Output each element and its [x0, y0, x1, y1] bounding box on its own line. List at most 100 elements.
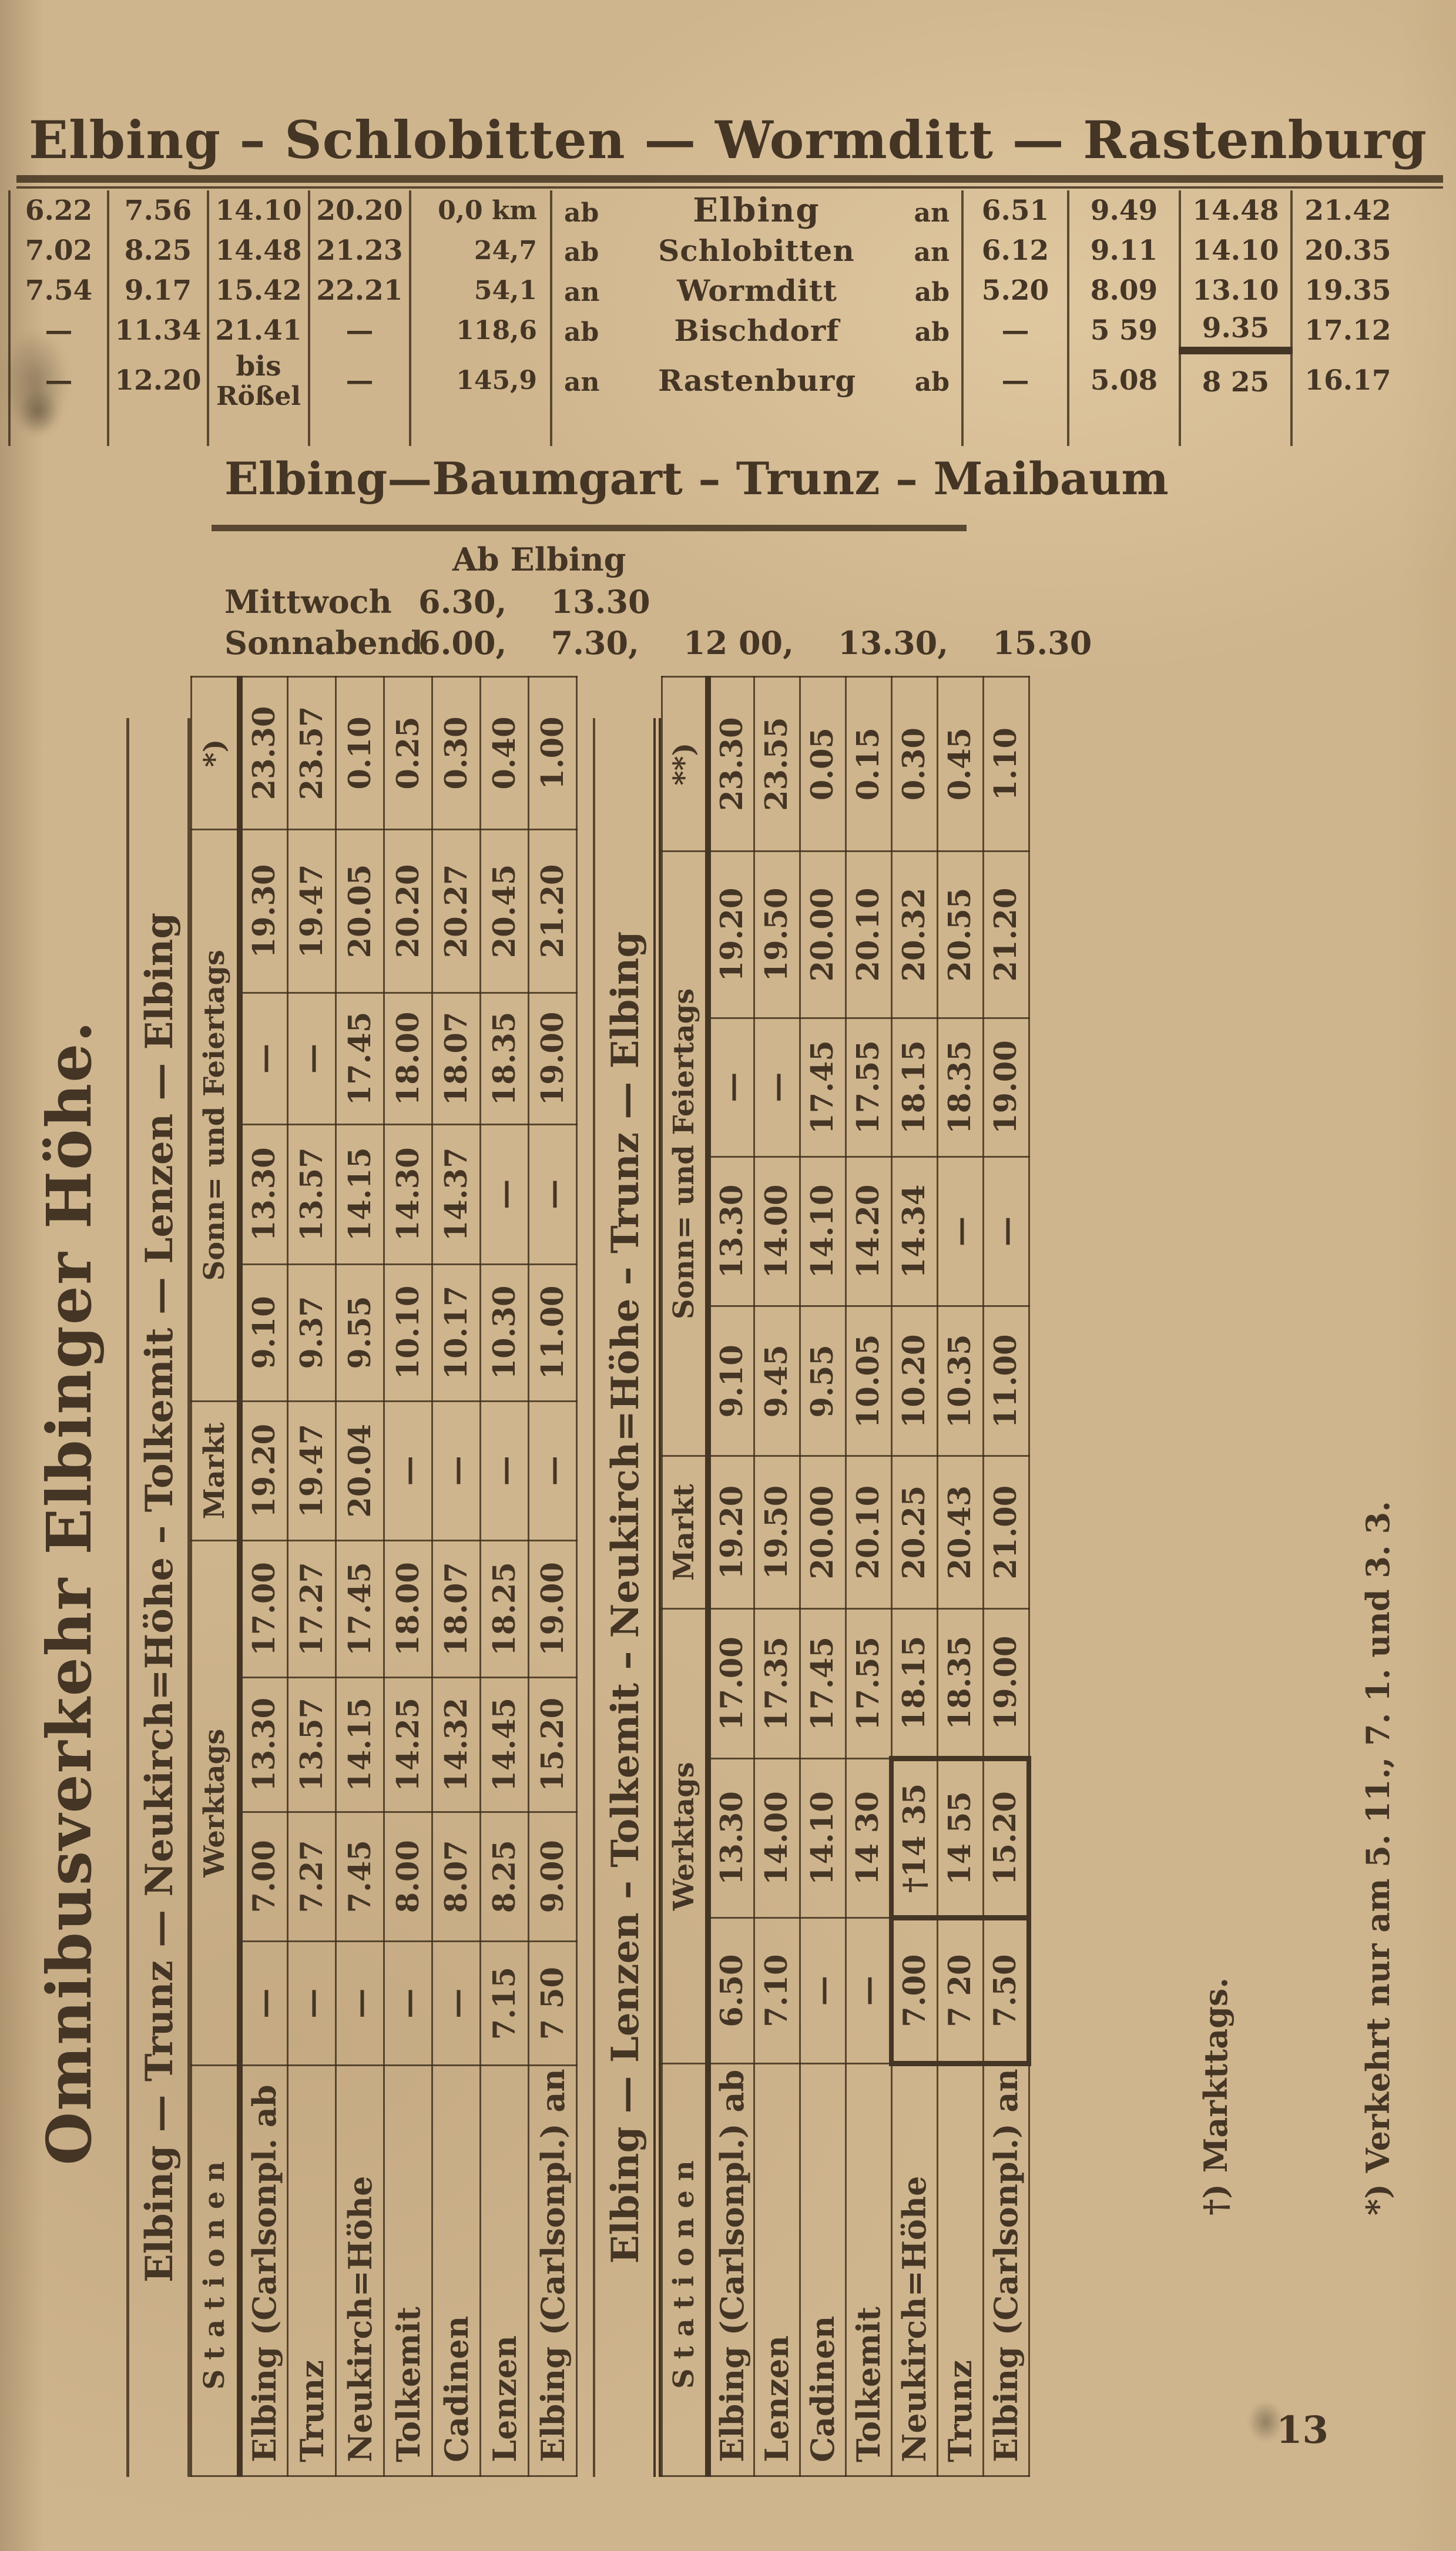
time-cell: —: [754, 1018, 800, 1157]
time-cell: 9.17: [107, 270, 208, 310]
time-cell: 21.20: [983, 851, 1029, 1018]
station-name: Bischdorf: [674, 313, 840, 348]
markt-time-cell: 19.50: [754, 1456, 800, 1609]
station-name: Wormditt: [677, 273, 838, 308]
route-row: — 12.20 bis Rößel — 145,9 an Rastenburg a…: [8, 346, 1403, 411]
time-cell: 13.30: [239, 1124, 288, 1265]
time-cell: 17.35: [754, 1608, 800, 1759]
time-cell: —: [308, 350, 410, 411]
time-cell: 9.49: [1067, 190, 1180, 230]
table1-row: Trunz — 7.27 13.57 17.27 19.47 9.37 13.5…: [287, 676, 336, 2476]
km-cell: 54,1: [409, 270, 551, 310]
time-cell: 14.10: [800, 1758, 846, 1918]
station-name: Elbing: [693, 191, 820, 230]
time-cell: 19.00: [983, 1018, 1029, 1157]
table1-row: Elbing (Carlsonpl.) an 7 50 9.00 15.20 1…: [528, 676, 577, 2476]
time-cell: —: [480, 1124, 529, 1265]
time-cell: 19.50: [754, 851, 800, 1018]
time-cell: 17.00: [239, 1540, 288, 1678]
time-cell: 7.15: [480, 1941, 529, 2066]
late-time-cell: 1.10: [983, 676, 1029, 852]
baumgart-title: Elbing—Baumgart – Trunz – Maibaum: [224, 452, 1169, 505]
time-cell: 10.10: [384, 1264, 432, 1402]
markt-time-cell: 20.43: [937, 1456, 983, 1609]
times-text: 6.30, 13.30: [418, 583, 650, 621]
table2: Stationen Werktags Markt Sonn= und Feier…: [661, 676, 1031, 2477]
time-cell: 19.47: [287, 829, 336, 993]
time-cell: 18.07: [432, 993, 481, 1125]
time-cell: 9.11: [1067, 230, 1180, 270]
dep-label: an: [564, 277, 600, 307]
station-cell: Elbing (Carlsonpl. ab: [239, 2065, 288, 2476]
table1-body: Elbing (Carlsonpl. ab — 7.00 13.30 17.00…: [239, 676, 577, 2476]
time-cell: 19.00: [983, 1608, 1029, 1759]
time-cell: 7.00: [891, 1918, 937, 2064]
late-time-cell: 0.15: [846, 676, 891, 852]
km-cell: 0,0 km: [409, 190, 551, 230]
time-cell: 18.35: [937, 1608, 983, 1759]
time-cell: 7 20: [937, 1918, 983, 2064]
time-cell: 14.34: [891, 1157, 937, 1306]
rule-extension-row: [8, 411, 1403, 446]
time-cell: 18.35: [480, 993, 529, 1125]
km-cell: 118,6: [409, 310, 551, 350]
ab-elbing-label: Ab Elbing: [452, 541, 626, 578]
time-cell: 14.45: [480, 1677, 529, 1812]
mittwoch-times: Mittwoch 6.30, 13.30: [224, 583, 650, 621]
markt-time-cell: 20.00: [800, 1456, 846, 1609]
time-cell: 8.00: [384, 1812, 432, 1942]
station-name: Schlobitten: [658, 233, 855, 268]
time-cell: —: [287, 993, 336, 1125]
station-cell: Trunz: [937, 2063, 983, 2476]
table2-row: Tolkemit — 14 30 17.55 20.10 10.05 14.20…: [846, 676, 891, 2476]
late-time-cell: 23.55: [754, 676, 800, 852]
table2-row: Trunz 7 20 14 55 18.35 20.43 10.35 — 18.…: [937, 676, 983, 2476]
late-time-cell: 23.30: [708, 676, 754, 852]
time-cell: 14.10: [800, 1157, 846, 1306]
time-cell: 8.07: [432, 1812, 481, 1942]
day-label: Mittwoch: [224, 583, 392, 621]
late-time-cell: 0.30: [891, 676, 937, 852]
dep-label: ab: [564, 317, 599, 347]
time-cell: †14 35: [891, 1758, 937, 1918]
time-cell: 15.20: [528, 1677, 577, 1812]
time-cell: 11.34: [107, 310, 208, 350]
time-cell: 17.55: [846, 1608, 891, 1759]
time-cell: 17.45: [336, 993, 384, 1125]
table1-title: Elbing — Trunz — Neukirch=Höhe – Tolkemi…: [126, 718, 190, 2477]
werktags-header: Werktags: [662, 1608, 708, 2064]
time-cell: 19.20: [708, 851, 754, 1018]
markt-time-cell: 19.20: [708, 1456, 754, 1609]
station-cell: Elbing (Carlsonpl.) ab: [708, 2063, 754, 2476]
table1-row: Lenzen 7.15 8.25 14.45 18.25 — 10.30 — 1…: [480, 676, 529, 2476]
time-cell: 17.45: [336, 1540, 384, 1678]
late-time-cell: 0.45: [937, 676, 983, 852]
time-cell: 11.00: [528, 1264, 577, 1402]
markt-time-cell: 19.47: [287, 1401, 336, 1541]
time-cell: 5.08: [1067, 350, 1180, 411]
table1-header-row: Stationen Werktags Markt Sonn= und Feier…: [191, 676, 240, 2476]
time-cell: 13.57: [287, 1677, 336, 1812]
late-time-cell: 0.40: [480, 676, 529, 830]
table1-row: Neukirch=Höhe — 7.45 14.15 17.45 20.04 9…: [336, 676, 384, 2476]
time-cell: 19.30: [239, 829, 288, 993]
km-cell: 24,7: [409, 230, 551, 270]
time-cell: 13.57: [287, 1124, 336, 1265]
time-cell: 18.00: [384, 993, 432, 1125]
time-cell: —: [239, 1941, 288, 2066]
route-table: 6.22 7.56 14.10 20.20 0,0 km ab Elbing a…: [8, 190, 1403, 446]
time-cell: 8.25: [107, 230, 208, 270]
time-cell: 9.00: [528, 1812, 577, 1942]
time-cell: bis Rößel: [207, 350, 309, 411]
station-cell: Tolkemit: [846, 2063, 891, 2476]
station-cell: Elbing (Carlsonpl.) an: [528, 2065, 577, 2476]
markt-time-cell: 21.00: [983, 1456, 1029, 1609]
time-cell: 14.25: [384, 1677, 432, 1812]
time-cell: 10.17: [432, 1264, 481, 1402]
time-cell: 14.10: [207, 190, 309, 230]
star-header: *): [191, 676, 240, 830]
time-cell: 7 50: [528, 1941, 577, 2066]
sonn-feiertags-header: Sonn= und Feiertags: [662, 851, 708, 1456]
time-cell: 10.20: [891, 1306, 937, 1456]
arr-label: an: [914, 198, 950, 228]
